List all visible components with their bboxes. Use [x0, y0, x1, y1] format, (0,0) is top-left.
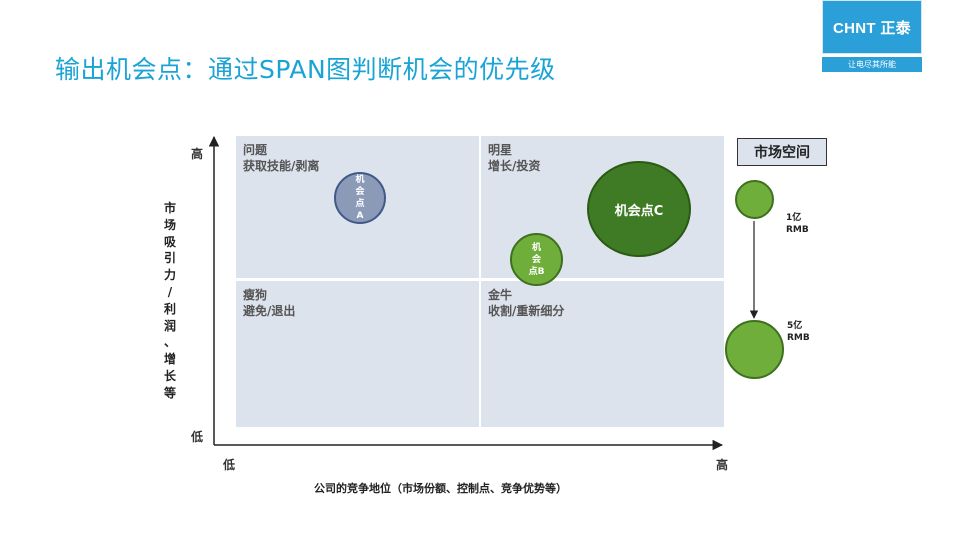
y-title-char: 增	[163, 352, 176, 367]
legend-small-label: 1亿 RMB	[786, 212, 809, 236]
quadrant-subtitle: 增长/投资	[488, 159, 541, 173]
quadrant-subtitle: 获取技能/剥离	[243, 159, 320, 173]
bubble-a-line: 会	[355, 187, 365, 197]
legend-small-unit: RMB	[786, 225, 809, 235]
bubble-b-line: 会	[531, 254, 541, 265]
bubble-b-line: 机	[531, 242, 541, 253]
bubble-a-line: 机	[355, 175, 365, 185]
quadrant-title: 问题	[243, 143, 268, 157]
bubble-opportunity-a: 机 会 点 A	[334, 172, 386, 224]
legend-large-label: 5亿 RMB	[787, 320, 810, 344]
y-title-char: 吸	[163, 234, 176, 249]
y-title-char: 市	[163, 201, 176, 215]
legend-small-circle	[735, 180, 774, 219]
bubble-c-label: 机会点C	[614, 203, 664, 219]
bubble-a-line: 点	[355, 199, 365, 209]
quadrant-bottom-left: 瘦狗 避免/退出	[236, 281, 479, 427]
slide-title: 输出机会点：通过SPAN图判断机会的优先级	[55, 55, 556, 84]
legend-small-value: 1亿	[786, 213, 802, 223]
logo-slogan-text: 让电尽其所能	[848, 60, 896, 69]
y-title-char: 等	[163, 385, 176, 400]
y-title-char: /	[167, 284, 173, 299]
y-title-char: 引	[163, 251, 176, 266]
y-title-char: 、	[163, 335, 176, 350]
quadrant-title: 瘦狗	[243, 288, 268, 302]
legend-title: 市场空间	[737, 138, 827, 166]
y-axis-low-label: 低	[191, 430, 204, 444]
legend-large-value: 5亿	[787, 321, 803, 331]
legend-large-circle	[725, 320, 784, 379]
y-title-char: 场	[163, 217, 176, 232]
x-axis-title: 公司的竞争地位（市场份额、控制点、竞争优势等）	[314, 482, 567, 495]
quadrant-bottom-right: 金牛 收割/重新细分	[481, 281, 724, 427]
x-axis-high-label: 高	[716, 458, 729, 472]
company-logo: CHNT 正泰 让电尽其所能	[822, 0, 922, 74]
y-title-char: 力	[163, 268, 176, 283]
logo-slogan-box: 让电尽其所能	[822, 57, 922, 72]
y-axis-high-label: 高	[191, 147, 204, 161]
bubble-a-label: 机 会 点 A	[355, 174, 364, 222]
bubble-b-label: 机 会 点B	[529, 242, 545, 278]
legend-large-unit: RMB	[787, 333, 810, 343]
bubble-a-line: A	[356, 211, 364, 221]
quadrant-title: 明星	[488, 143, 513, 157]
logo-brand-box: CHNT 正泰	[822, 0, 922, 54]
x-axis-low-label: 低	[223, 458, 236, 472]
y-title-char: 利	[163, 301, 176, 316]
y-title-char: 长	[163, 368, 176, 383]
quadrant-subtitle: 收割/重新细分	[488, 304, 565, 318]
y-title-char: 润	[163, 318, 176, 333]
y-axis-title: 市 场 吸 引 力 / 利 润 、 增 长 等	[162, 200, 178, 402]
quadrant-subtitle: 避免/退出	[243, 304, 296, 318]
bubble-opportunity-b: 机 会 点B	[510, 233, 563, 286]
bubble-b-line: 点B	[528, 266, 545, 277]
bubble-opportunity-c: 机会点C	[587, 161, 691, 257]
logo-brand-text: CHNT 正泰	[833, 19, 911, 37]
quadrant-title: 金牛	[488, 288, 513, 302]
